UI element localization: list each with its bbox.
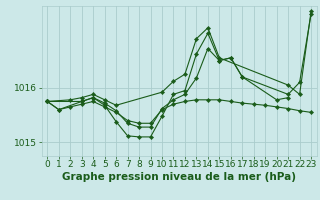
X-axis label: Graphe pression niveau de la mer (hPa): Graphe pression niveau de la mer (hPa) [62, 172, 296, 182]
